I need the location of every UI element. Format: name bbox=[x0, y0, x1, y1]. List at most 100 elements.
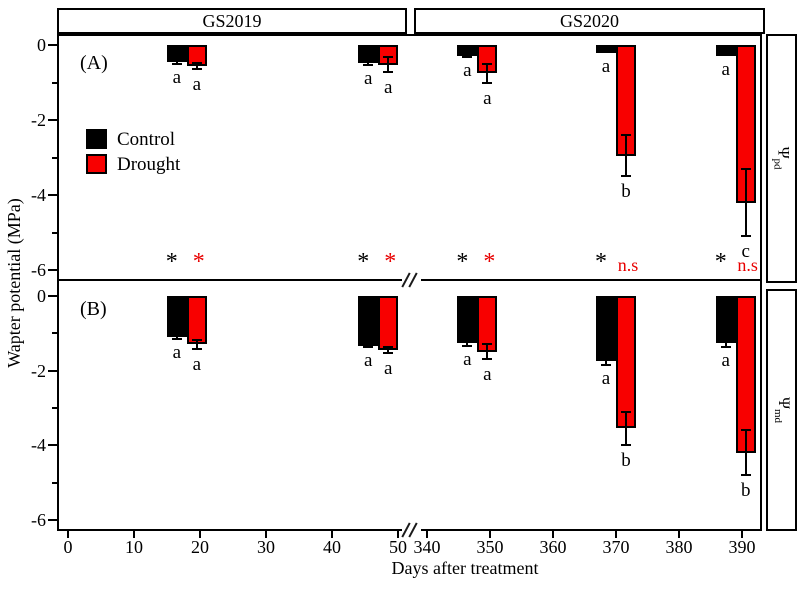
errorbar-cap-drought bbox=[621, 410, 631, 413]
y-minor-tick-A bbox=[52, 81, 57, 84]
sig-marker-drought: * bbox=[192, 249, 205, 275]
y-major-tick-A bbox=[48, 269, 57, 271]
errorbar-cap-drought bbox=[482, 358, 493, 361]
x-major-tick bbox=[133, 531, 135, 538]
errorbar-line-drought bbox=[195, 340, 198, 349]
errorbar-cap-drought bbox=[482, 343, 493, 346]
sig-marker-drought: n.s bbox=[617, 255, 639, 275]
bar-control bbox=[715, 296, 736, 343]
x-tick-label: 350 bbox=[476, 537, 504, 557]
x-axis-title: Days after treatment bbox=[391, 558, 539, 578]
legend-label-drought: Drought bbox=[117, 153, 181, 175]
y-tick-label-A: -4 bbox=[31, 185, 46, 205]
bar-control bbox=[457, 296, 478, 343]
bar-drought bbox=[186, 296, 207, 345]
header-gs2020-label: GS2020 bbox=[559, 10, 619, 31]
y-major-tick-A bbox=[48, 119, 57, 121]
x-major-tick bbox=[489, 531, 491, 538]
errorbar-cap-control bbox=[601, 356, 611, 359]
errorbar-cap-drought bbox=[191, 347, 202, 350]
sig-letter-control: a bbox=[172, 66, 182, 88]
errorbar-line-drought bbox=[195, 62, 198, 69]
errorbar-cap-control bbox=[462, 52, 473, 55]
sig-marker-control: * bbox=[456, 249, 469, 275]
sig-marker-drought: * bbox=[483, 249, 496, 275]
x-major-tick bbox=[397, 531, 399, 538]
x-tick-label: 10 bbox=[125, 537, 143, 557]
y-tick-label-B: -2 bbox=[31, 360, 46, 381]
x-major-tick bbox=[331, 531, 333, 538]
errorbar-cap-drought bbox=[191, 339, 202, 341]
errorbar-cap-drought bbox=[740, 429, 751, 432]
side-box-psi-md: Ψmd bbox=[766, 289, 797, 531]
errorbar-cap-drought bbox=[621, 444, 631, 447]
x-tick-label: 0 bbox=[63, 537, 73, 557]
errorbar-line-drought bbox=[625, 411, 627, 446]
legend-row-drought: Drought bbox=[86, 154, 180, 174]
y-tick-label-B: -4 bbox=[31, 435, 46, 456]
errorbar-line-control bbox=[367, 61, 370, 65]
errorbar-cap-drought bbox=[482, 81, 493, 84]
header-gs2019: GS2019 bbox=[57, 8, 407, 34]
errorbar-cap-drought bbox=[621, 134, 631, 136]
x-tick-label: 30 bbox=[257, 537, 275, 557]
errorbar-cap-control bbox=[363, 63, 374, 66]
y-major-tick-A bbox=[48, 44, 57, 46]
panel-a-label: (A) bbox=[80, 52, 108, 74]
errorbar-line-control bbox=[367, 343, 370, 348]
x-tick-label: 380 bbox=[665, 537, 693, 557]
errorbar-line-drought bbox=[486, 344, 489, 360]
y-minor-tick-B bbox=[52, 406, 57, 409]
errorbar-cap-drought bbox=[383, 352, 394, 355]
x-tick-label: 390 bbox=[728, 537, 756, 557]
x-tick-label: 340 bbox=[413, 537, 441, 557]
sig-letter-drought: a bbox=[483, 87, 492, 109]
y-major-tick-B bbox=[48, 444, 57, 447]
errorbar-cap-control bbox=[601, 364, 611, 366]
sig-marker-control: * bbox=[714, 249, 727, 275]
errorbar-cap-control bbox=[363, 346, 374, 349]
x-tick-label: 370 bbox=[602, 537, 630, 557]
errorbar-cap-drought bbox=[740, 235, 751, 238]
errorbar-cap-control bbox=[171, 59, 182, 61]
errorbar-cap-drought bbox=[383, 346, 394, 349]
bar-control bbox=[596, 296, 616, 362]
panel-b-label: (B) bbox=[80, 298, 107, 320]
sig-letter-control: a bbox=[463, 60, 472, 82]
sig-letter-drought: c bbox=[741, 241, 750, 263]
bar-control bbox=[715, 45, 736, 57]
sig-letter-drought: a bbox=[483, 364, 492, 386]
errorbar-cap-control bbox=[171, 337, 182, 340]
y-tick-label-B: -6 bbox=[31, 509, 46, 530]
sig-letter-control: a bbox=[172, 341, 182, 363]
sig-letter-drought: b bbox=[621, 181, 631, 203]
errorbar-cap-drought bbox=[740, 167, 751, 170]
y-minor-tick-B bbox=[52, 481, 57, 484]
errorbar-line-control bbox=[175, 335, 178, 339]
bar-drought bbox=[378, 296, 399, 351]
x-major-tick bbox=[426, 531, 428, 538]
sig-letter-control: a bbox=[601, 368, 611, 389]
errorbar-cap-control bbox=[720, 337, 731, 340]
y-major-tick-B bbox=[48, 295, 57, 297]
sig-marker-control: * bbox=[357, 249, 370, 275]
y-tick-label-A: -2 bbox=[31, 110, 46, 130]
side-box-psi-pd: Ψpd bbox=[766, 34, 797, 283]
bar-control bbox=[596, 45, 616, 54]
y-major-tick-B bbox=[48, 518, 57, 521]
y-major-tick-A bbox=[48, 194, 57, 196]
sig-letter-control: a bbox=[721, 350, 730, 372]
errorbar-cap-drought bbox=[383, 71, 394, 73]
x-tick-label: 50 bbox=[389, 537, 407, 557]
y-minor-tick-B bbox=[52, 332, 57, 335]
errorbar-line-control bbox=[466, 339, 469, 346]
sig-letter-control: a bbox=[463, 348, 472, 370]
y-tick-label-A: -6 bbox=[31, 260, 46, 280]
x-major-tick bbox=[615, 531, 617, 538]
errorbar-line-drought bbox=[387, 347, 390, 354]
errorbar-line-drought bbox=[744, 168, 747, 237]
errorbar-cap-drought bbox=[191, 67, 202, 70]
x-major-tick bbox=[265, 531, 267, 538]
legend-row-control: Control bbox=[86, 129, 175, 149]
y-minor-tick-A bbox=[52, 156, 57, 159]
